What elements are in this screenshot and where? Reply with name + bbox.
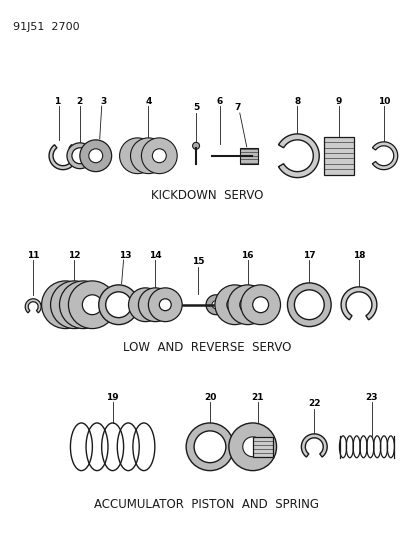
Text: 9: 9: [335, 96, 342, 106]
Bar: [252, 437, 272, 457]
Circle shape: [294, 290, 323, 320]
Circle shape: [50, 281, 98, 328]
Circle shape: [239, 297, 255, 313]
Circle shape: [214, 285, 254, 325]
Circle shape: [64, 295, 84, 314]
Polygon shape: [25, 299, 41, 313]
Text: 5: 5: [192, 102, 199, 111]
Circle shape: [242, 437, 262, 457]
Circle shape: [130, 149, 144, 163]
Circle shape: [130, 138, 166, 174]
Circle shape: [227, 285, 267, 325]
Polygon shape: [372, 142, 397, 169]
Circle shape: [67, 143, 93, 168]
Circle shape: [206, 295, 225, 314]
Circle shape: [105, 292, 131, 318]
Circle shape: [98, 285, 138, 325]
Text: 8: 8: [294, 96, 300, 106]
Circle shape: [149, 299, 161, 311]
Text: 17: 17: [302, 251, 315, 260]
Circle shape: [55, 295, 75, 314]
Text: 3: 3: [100, 96, 107, 106]
Circle shape: [119, 138, 155, 174]
Circle shape: [72, 148, 88, 164]
Text: 91J51  2700: 91J51 2700: [13, 22, 80, 31]
Circle shape: [59, 281, 107, 328]
Text: 6: 6: [216, 96, 223, 106]
Circle shape: [139, 299, 151, 311]
Circle shape: [148, 288, 182, 321]
Text: 13: 13: [119, 251, 131, 260]
Circle shape: [141, 138, 177, 174]
Circle shape: [186, 423, 233, 471]
Circle shape: [159, 299, 171, 311]
Circle shape: [42, 281, 89, 328]
Circle shape: [68, 281, 116, 328]
Circle shape: [128, 288, 162, 321]
Text: 23: 23: [365, 393, 377, 402]
Text: 11: 11: [27, 251, 39, 260]
Text: 14: 14: [149, 251, 161, 260]
Text: 18: 18: [352, 251, 364, 260]
Text: 20: 20: [203, 393, 216, 402]
Circle shape: [80, 140, 112, 172]
Circle shape: [194, 431, 225, 463]
Bar: [323, 137, 353, 175]
Circle shape: [73, 295, 93, 314]
Circle shape: [82, 295, 102, 314]
Circle shape: [240, 285, 280, 325]
Text: 21: 21: [251, 393, 263, 402]
Circle shape: [287, 283, 330, 327]
Circle shape: [252, 297, 268, 313]
Text: 12: 12: [67, 251, 80, 260]
Circle shape: [211, 301, 219, 309]
Text: 4: 4: [145, 96, 151, 106]
Text: 16: 16: [241, 251, 253, 260]
Polygon shape: [340, 287, 376, 320]
Circle shape: [192, 142, 199, 149]
Circle shape: [141, 149, 155, 163]
Text: LOW  AND  REVERSE  SERVO: LOW AND REVERSE SERVO: [123, 341, 290, 354]
Text: KICKDOWN  SERVO: KICKDOWN SERVO: [150, 189, 263, 202]
Circle shape: [88, 149, 102, 163]
Circle shape: [152, 149, 166, 163]
Circle shape: [226, 297, 242, 313]
Text: 1: 1: [54, 96, 60, 106]
Polygon shape: [301, 434, 326, 457]
Polygon shape: [49, 145, 77, 169]
Text: 10: 10: [377, 96, 389, 106]
Text: 7: 7: [234, 102, 240, 111]
Circle shape: [228, 423, 276, 471]
Text: 2: 2: [76, 96, 83, 106]
Circle shape: [138, 288, 172, 321]
Text: ACCUMULATOR  PISTON  AND  SPRING: ACCUMULATOR PISTON AND SPRING: [94, 498, 319, 511]
Text: 19: 19: [106, 393, 119, 402]
Text: 22: 22: [307, 399, 320, 408]
Bar: [239, 148, 257, 164]
Text: 15: 15: [191, 256, 204, 265]
Polygon shape: [278, 134, 318, 177]
